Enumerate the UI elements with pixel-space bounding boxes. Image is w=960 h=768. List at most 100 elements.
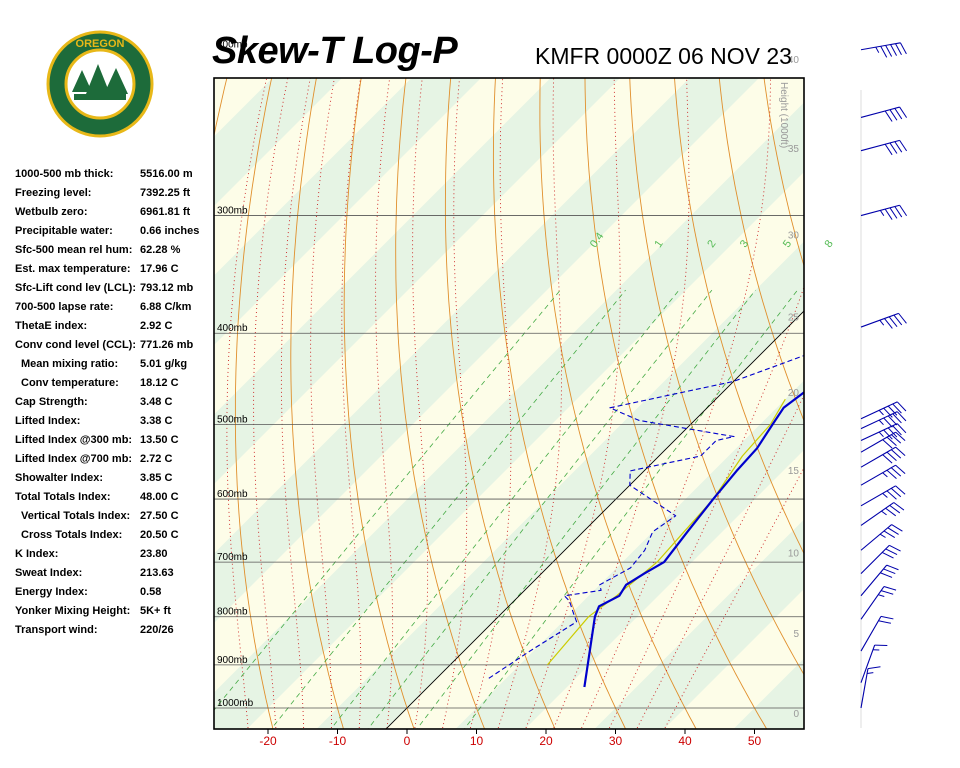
wind-barb [860,644,888,683]
wind-barb [860,431,906,453]
index-row: Energy Index: 0.58 [15,586,215,605]
index-value: 0.66 inches [140,225,200,237]
wind-barb [860,544,901,575]
pressure-label: 400mb [217,323,248,334]
moist-adiabat [442,78,468,729]
height-tick-label: 40 [788,55,800,66]
index-label: Conv temperature: [21,377,119,389]
index-value: 27.50 C [140,510,179,522]
dry-adiabat [629,78,804,676]
index-row: Transport wind: 220/26 [15,624,215,643]
index-label: Yonker Mixing Height: [15,605,131,617]
pressure-label: 300mb [217,206,248,217]
index-row: Sweat Index: 213.63 [15,567,215,586]
wind-barb [860,423,907,442]
pressure-label: 700mb [217,552,248,563]
moist-adiabat [525,78,621,729]
dry-adiabat [674,78,804,555]
mixing-ratio-label: 8 [823,238,836,250]
dry-adiabat [290,78,344,729]
oregon-forestry-logo: OREGON [46,30,154,138]
index-row: K Index: 23.80 [15,548,215,567]
index-value: 793.12 mb [140,282,194,294]
index-value: 23.80 [140,548,168,560]
index-value: 18.12 C [140,377,179,389]
height-tick-label: 10 [788,548,800,559]
freezing-isotherm [385,310,804,729]
wind-barb [860,42,907,58]
wind-barb [860,524,903,551]
height-tick-label: 0 [793,709,799,720]
index-value: 771.26 mb [140,339,194,351]
index-row: Precipitable water: 0.66 inches [15,225,215,244]
mixing-ratio-line [330,289,680,729]
x-tick-label: 50 [748,734,762,748]
x-tick-label: 30 [609,734,623,748]
index-row: Total Totals Index: 48.00 C [15,491,215,510]
moist-adiabat [341,78,362,729]
dry-adiabat [718,78,804,422]
plot-area [214,0,960,739]
dry-adiabat [902,0,960,739]
index-value: 7392.25 ft [140,187,191,199]
index-row: Wetbulb zero: 6961.81 ft [15,206,215,225]
temperature-band [455,380,804,729]
mixing-ratio-line [270,289,626,729]
index-row: Sfc-500 mean rel hum: 62.28 % [15,244,215,263]
index-label: Vertical Totals Index: [21,510,131,522]
mixing-ratio-label: 5 [781,238,794,250]
index-row: Conv cond level (CCL): 771.26 mb [15,339,215,358]
dry-adiabat [763,78,804,268]
index-label: Energy Index: [15,586,88,598]
pressure-label: 800mb [217,607,248,618]
index-value: 62.28 % [140,244,181,256]
pressure-label: 1000mb [217,698,254,709]
wind-barb [860,401,907,420]
indices-table: 1000-500 mb thick: 5516.00 m Freezing leve… [15,168,215,643]
index-row: Freezing level: 7392.25 ft [15,187,215,206]
height-tick-label: 15 [788,466,800,477]
index-value: 6961.81 ft [140,206,191,218]
index-value: 3.85 C [140,472,173,484]
index-label: Lifted Index: [15,415,81,427]
mixing-ratio-label: 2 [705,238,718,250]
wind-barb [860,485,906,507]
index-value: 3.48 C [140,396,173,408]
moist-adiabat [664,466,804,729]
temperature-band [214,78,620,484]
index-row: Lifted Index @700 mb: 2.72 C [15,453,215,472]
index-label: Mean mixing ratio: [21,358,119,370]
index-row: Conv temperature: 18.12 C [15,377,215,396]
dry-adiabat [234,78,274,729]
plot-frame [213,77,805,730]
index-label: Est. max temperature: [15,263,131,275]
index-row: 700-500 lapse rate: 6.88 C/km [15,301,215,320]
temperature-line [583,390,804,688]
wind-barb [860,446,906,468]
index-label: Cross Totals Index: [21,529,123,541]
moist-adiabat [253,78,289,729]
index-value: 6.88 C/km [140,301,192,313]
pressure-label: 900mb [217,655,248,666]
temperature-band [214,78,342,206]
dry-adiabat [938,0,960,739]
temperature-band [214,102,804,729]
mixing-ratio-line [416,289,756,729]
moist-adiabat [310,78,335,729]
height-tick-label: 25 [788,313,800,324]
index-label: Transport wind: [15,624,98,636]
mixing-ratio-label: 3 [738,238,751,250]
moist-adiabat [226,78,268,729]
dry-adiabat [343,78,415,729]
index-value: 20.50 C [140,529,179,541]
index-row: 1000-500 mb thick: 5516.00 m [15,168,215,187]
index-value: 5516.00 m [140,168,193,180]
index-row: Vertical Totals Index: 27.50 C [15,510,215,529]
index-label: K Index: [15,548,59,560]
wind-barb [860,464,906,486]
x-tick-label: 10 [470,734,484,748]
tree-icon [72,64,128,94]
temperature-band [214,78,759,623]
index-value: 2.72 C [140,453,173,465]
